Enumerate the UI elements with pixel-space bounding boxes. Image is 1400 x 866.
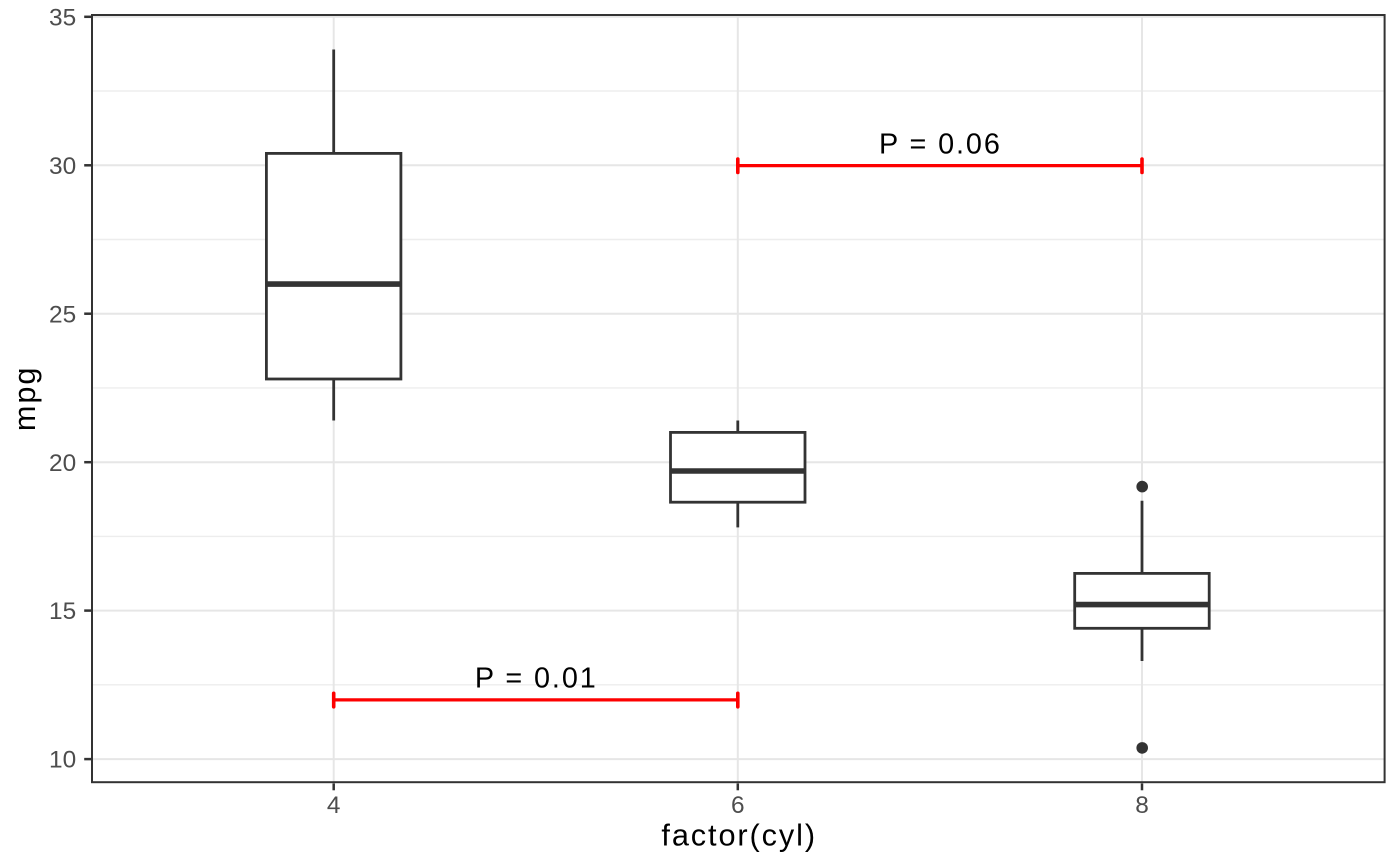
- svg-text:8: 8: [1135, 792, 1149, 819]
- svg-text:15: 15: [49, 598, 76, 625]
- svg-text:20: 20: [49, 450, 76, 477]
- svg-text:4: 4: [327, 792, 341, 819]
- svg-text:35: 35: [49, 4, 76, 31]
- svg-text:mpg: mpg: [7, 366, 42, 431]
- svg-text:factor(cyl): factor(cyl): [661, 818, 817, 853]
- svg-text:P = 0.01: P = 0.01: [475, 663, 598, 695]
- svg-text:25: 25: [49, 301, 76, 328]
- svg-text:10: 10: [49, 747, 76, 774]
- svg-text:6: 6: [731, 792, 745, 819]
- svg-text:30: 30: [49, 153, 76, 180]
- svg-text:P = 0.06: P = 0.06: [879, 129, 1002, 161]
